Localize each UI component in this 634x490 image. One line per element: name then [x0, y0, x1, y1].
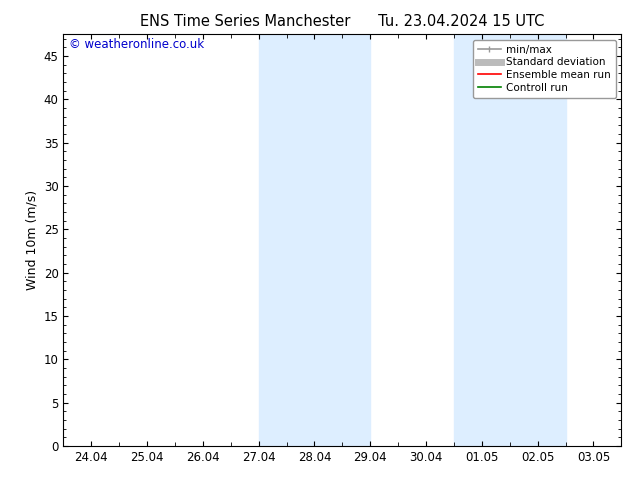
Text: © weatheronline.co.uk: © weatheronline.co.uk	[69, 38, 204, 51]
Bar	[287, 34, 370, 446]
Bar	[454, 34, 482, 446]
Bar	[482, 34, 566, 446]
Y-axis label: Wind 10m (m/s): Wind 10m (m/s)	[25, 190, 38, 290]
Legend: min/max, Standard deviation, Ensemble mean run, Controll run: min/max, Standard deviation, Ensemble me…	[473, 40, 616, 98]
Title: ENS Time Series Manchester      Tu. 23.04.2024 15 UTC: ENS Time Series Manchester Tu. 23.04.202…	[140, 14, 545, 29]
Bar	[259, 34, 287, 446]
